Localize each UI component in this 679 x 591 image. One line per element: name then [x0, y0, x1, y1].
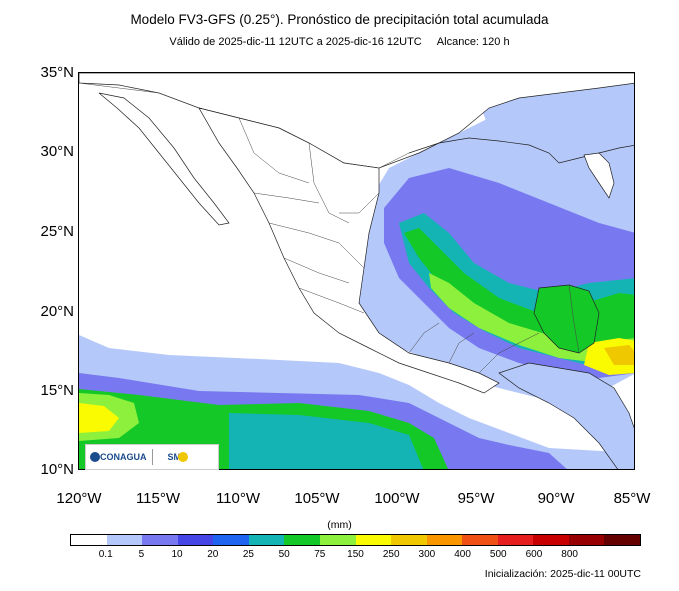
- state-borders: [79, 82, 580, 374]
- colorbar-swatch: [142, 535, 178, 545]
- conagua-logo: CONAGUA: [100, 452, 147, 462]
- colorbar-swatch: [462, 535, 498, 545]
- colorbar-swatch: [568, 535, 605, 545]
- colorbar-unit: (mm): [327, 519, 352, 531]
- lon-label: 115°W: [135, 490, 181, 507]
- validity-text: Válido de 2025-dic-11 12UTC a 2025-dic-1…: [169, 36, 422, 48]
- colorbar-tick-label: 600: [525, 549, 543, 560]
- colorbar-swatch: [248, 535, 285, 545]
- lon-label: 100°W: [374, 490, 420, 507]
- colorbar-swatch: [106, 535, 143, 545]
- land-central-america: [498, 362, 634, 469]
- lon-label: 95°W: [457, 490, 495, 507]
- lon-label: 105°W: [294, 490, 340, 507]
- lat-label: 15°N: [40, 382, 74, 399]
- map-canvas: [79, 73, 634, 469]
- colorbar-tick-label: 500: [489, 549, 507, 560]
- colorbar-tick-label: 75: [314, 549, 326, 560]
- colorbar-swatch: [71, 535, 107, 545]
- lat-label: 20°N: [40, 303, 74, 320]
- colorbar-tick-label: 25: [242, 549, 254, 560]
- colorbar-tick-label: 400: [454, 549, 471, 560]
- colorbar: [70, 534, 641, 546]
- range-text: Alcance: 120 h: [436, 36, 510, 48]
- lon-label: 110°W: [215, 490, 261, 507]
- colorbar-swatch: [391, 535, 427, 545]
- logo-divider: [151, 449, 153, 465]
- lat-label: 30°N: [40, 143, 74, 160]
- colorbar-swatch: [177, 535, 214, 545]
- smn-icon: [178, 452, 188, 462]
- colorbar-swatch: [284, 535, 320, 545]
- colorbar-tick-label: 800: [561, 549, 578, 560]
- colorbar-tick-label: 300: [418, 549, 436, 560]
- colorbar-swatch: [319, 535, 356, 545]
- lon-label: 120°W: [56, 490, 102, 507]
- colorbar-swatch: [213, 535, 249, 545]
- precip-area-caribbean-orange: [604, 345, 634, 365]
- map-title: Modelo FV3-GFS (0.25°). Pronóstico de pr…: [130, 12, 549, 27]
- precipitation-map: [78, 72, 635, 470]
- colorbar-swatch: [355, 535, 392, 545]
- colorbar-tick-label: 150: [347, 549, 364, 560]
- lat-label: 35°N: [40, 64, 74, 81]
- lat-label: 25°N: [40, 223, 74, 240]
- colorbar-tick-label: 5: [138, 549, 145, 560]
- colorbar-swatch: [497, 535, 534, 545]
- land-florida: [583, 152, 615, 199]
- colorbar-swatch: [604, 535, 640, 545]
- smn-logo: SMN: [168, 452, 188, 462]
- land-baja: [98, 92, 230, 226]
- logo-block: CONAGUA SMN: [85, 444, 219, 470]
- precip-area-pacific-teal: [229, 413, 424, 469]
- lat-label: 10°N: [40, 461, 74, 478]
- colorbar-tick-label: 10: [171, 549, 183, 560]
- conagua-icon: [90, 452, 100, 462]
- land-yucatan: [533, 284, 600, 354]
- lon-label: 85°W: [613, 490, 651, 507]
- colorbar-swatch: [533, 535, 569, 545]
- colorbar-swatch: [426, 535, 463, 545]
- colorbar-tick-label: 20: [207, 549, 219, 560]
- initialization-text: Inicialización: 2025-dic-11 00UTC: [484, 568, 641, 580]
- colorbar-tick-label: 0.1: [98, 549, 113, 560]
- coastline-gulf: [408, 137, 634, 164]
- colorbar-tick-label: 250: [382, 549, 400, 560]
- lon-label: 90°W: [537, 490, 575, 507]
- colorbar-tick-label: 50: [278, 549, 290, 560]
- map-subtitle: Válido de 2025-dic-11 12UTC a 2025-dic-1…: [0, 36, 679, 48]
- precip-area-pacific-yellow: [79, 403, 119, 433]
